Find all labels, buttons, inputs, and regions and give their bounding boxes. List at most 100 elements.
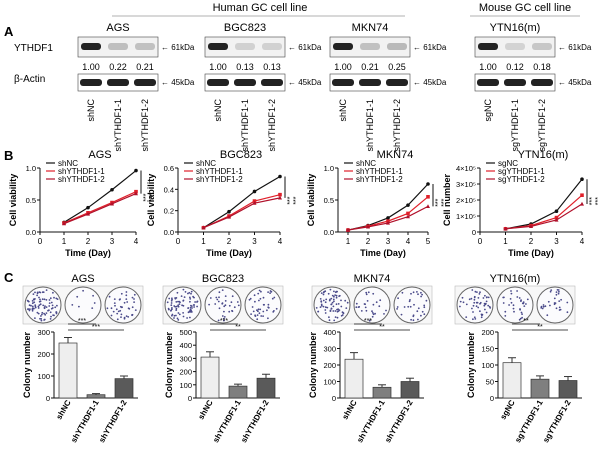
- colony-dot: [251, 306, 254, 308]
- colony-dot: [372, 292, 375, 295]
- colony-dot: [416, 310, 419, 313]
- y-tick-label: 500: [179, 328, 192, 337]
- colony-dot: [423, 313, 426, 316]
- bar: [86, 394, 106, 399]
- size-marker-top: ← 61kDa: [288, 43, 322, 52]
- colony-dot: [360, 310, 363, 312]
- colony-dot: [256, 318, 259, 321]
- colony-dot: [45, 306, 48, 308]
- y-tick-label: 1×10⁵: [456, 212, 476, 221]
- series-point: [386, 220, 390, 225]
- bar: [200, 356, 220, 399]
- colony-dot: [125, 291, 128, 293]
- colony-dot: [403, 306, 406, 308]
- colony-dot: [504, 315, 507, 317]
- colony-dot: [40, 315, 42, 317]
- blot-lane-label: shYTHDF1-2: [392, 99, 402, 152]
- series-point: [406, 203, 410, 207]
- colony-dot: [36, 311, 39, 314]
- blot-row-label-ythdf1: YTHDF1: [14, 43, 53, 54]
- series-line: [203, 176, 281, 229]
- colony-dot: [546, 314, 549, 317]
- colony-dot: [319, 306, 322, 308]
- x-tick-label: 1: [503, 237, 508, 246]
- series-point: [346, 227, 350, 232]
- blot-quant-value: 0.12: [506, 62, 524, 72]
- colony-dot: [473, 298, 476, 301]
- colony-dot: [254, 314, 256, 317]
- colony-dot: [420, 295, 422, 298]
- colony-dot: [178, 313, 181, 316]
- significance-label: ***: [595, 197, 600, 205]
- colony-dot: [28, 309, 31, 312]
- colony-dot: [475, 301, 478, 304]
- colony-dot: [549, 290, 552, 293]
- colony-dot: [397, 297, 399, 300]
- series-point: [529, 224, 533, 228]
- series-line: [63, 191, 137, 224]
- legend-label: shYTHDF1-1: [58, 167, 105, 176]
- colony-dish-panel-1: AGS: [22, 273, 144, 325]
- colony-dot: [566, 311, 569, 314]
- legend-label: shYTHDF1-2: [58, 175, 105, 184]
- colony-dot: [487, 296, 490, 299]
- colony-dot: [39, 298, 41, 301]
- colony-dot: [113, 298, 116, 300]
- colony-dot: [40, 319, 43, 322]
- bar: [256, 377, 276, 399]
- series-line: [203, 197, 281, 229]
- colony-dot: [189, 298, 192, 300]
- colony-dot: [508, 304, 510, 306]
- x-axis-label: Time (Day): [360, 248, 406, 258]
- colony-dot: [34, 291, 36, 294]
- colony-dot: [43, 306, 46, 309]
- chart-title: AGS: [71, 273, 94, 285]
- colony-dot: [175, 297, 178, 299]
- blot-lane-label: shNC: [213, 99, 223, 122]
- y-tick-label: 0.0: [324, 228, 334, 237]
- colony-dot: [484, 294, 486, 297]
- blot-actin-frame: [329, 73, 411, 92]
- panel-letter-a: A: [4, 24, 14, 39]
- blot-quant-value: 1.00: [479, 62, 497, 72]
- y-tick-label: 100: [37, 372, 50, 381]
- colony-dot: [106, 307, 109, 310]
- colony-dot: [336, 308, 338, 311]
- series-point: [554, 209, 559, 213]
- colony-dot: [259, 297, 262, 300]
- colony-dot: [333, 290, 335, 293]
- colony-dot: [126, 301, 129, 303]
- colony-dot: [41, 291, 44, 294]
- y-tick-label: 0.5: [26, 196, 36, 205]
- colony-dot: [174, 305, 177, 308]
- colony-dot: [221, 289, 224, 291]
- colony-dot: [119, 309, 122, 312]
- colony-dot: [516, 296, 519, 298]
- colony-dot: [338, 295, 340, 297]
- colony-dot: [379, 299, 382, 302]
- colony-dot: [481, 314, 483, 317]
- colony-dot: [48, 302, 51, 304]
- colony-dot: [322, 305, 325, 308]
- colony-dish-panel-3: MKN74: [311, 273, 433, 325]
- colony-dot: [256, 314, 259, 316]
- colony-dot: [92, 294, 94, 297]
- colony-dot: [472, 318, 474, 321]
- colony-dot: [412, 315, 415, 318]
- colony-dot: [502, 296, 505, 299]
- colony-dot: [36, 291, 39, 294]
- colony-dot: [166, 301, 169, 304]
- colony-dot: [177, 304, 180, 307]
- x-tick-label: 4: [580, 237, 585, 246]
- colony-dot: [37, 305, 40, 308]
- y-tick-label: 0: [332, 394, 336, 403]
- blot-actin-frame: [77, 73, 159, 92]
- colony-dot: [336, 316, 339, 319]
- colony-dot: [116, 318, 119, 321]
- legend-label: shNC: [58, 159, 78, 168]
- colony-dot: [322, 293, 325, 296]
- panel-letter-c: C: [4, 270, 14, 285]
- x-tick-label: 4: [278, 237, 283, 246]
- y-tick-label: 100: [481, 361, 494, 370]
